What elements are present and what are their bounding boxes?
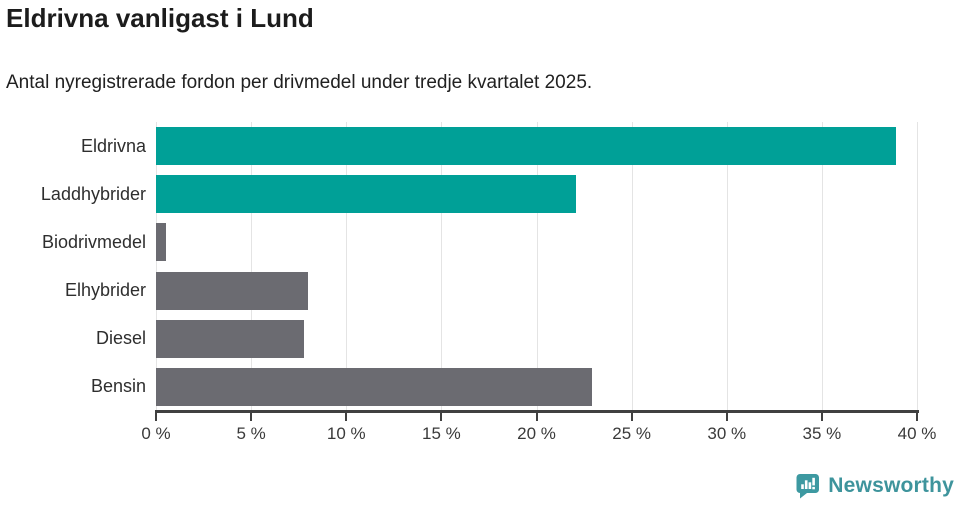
tick-mark	[440, 413, 443, 421]
gridline	[441, 122, 443, 411]
category-label: Biodrivmedel	[41, 231, 146, 252]
category-label: Diesel	[95, 328, 146, 349]
newsworthy-wordmark: Newsworthy	[828, 473, 954, 497]
chart-subtitle: Antal nyregistrerade fordon per drivmede…	[6, 72, 593, 93]
bar-row	[156, 363, 917, 411]
bar-row	[156, 267, 917, 315]
bar-elhybrider	[156, 271, 309, 310]
category-label: Elhybrider	[64, 280, 146, 301]
bar-bensin	[156, 367, 592, 406]
tick-label: 20 %	[517, 424, 556, 443]
tick-label: 5 %	[236, 424, 266, 443]
tick-mark	[155, 413, 157, 421]
bar-laddhybrider	[156, 175, 577, 214]
bar-row	[156, 122, 917, 170]
category-label: Eldrivna	[80, 135, 146, 156]
bar-biodrivmedel	[156, 223, 166, 262]
tick-mark	[250, 413, 253, 421]
gridline	[917, 122, 918, 411]
chart-title: Eldrivna vanligast i Lund	[6, 3, 314, 33]
gridline	[821, 122, 823, 411]
tick-mark	[535, 413, 538, 421]
gridline	[631, 122, 633, 411]
tick-mark	[725, 413, 728, 421]
category-labels: Eldrivna Laddhybrider Biodrivmedel Elhybrid…	[0, 122, 146, 411]
bar-eldrivna	[156, 127, 897, 166]
gridline	[156, 122, 157, 411]
tick-mark	[345, 413, 348, 421]
tick-mark	[630, 413, 633, 421]
speech-bubble-bar-chart-icon	[796, 474, 820, 499]
tick-label: 30 %	[707, 424, 747, 443]
category-label: Bensin	[90, 376, 146, 397]
gridline	[536, 122, 538, 411]
bar-row	[156, 170, 917, 218]
bar-row	[156, 315, 917, 363]
x-axis-ticks: 0 % 5 % 10 % 15 % 20 % 25 % 30 % 35 % 40 %	[141, 413, 936, 453]
x-axis-line	[155, 410, 919, 413]
newsworthy-logo: Newsworthy	[794, 472, 954, 499]
tick-label: 15 %	[422, 424, 461, 443]
plot-area	[156, 122, 918, 411]
gridline	[346, 122, 348, 411]
tick-mark	[916, 413, 918, 421]
category-label: Laddhybrider	[40, 183, 146, 204]
tick-label: 10 %	[326, 424, 366, 443]
bar-row	[156, 218, 917, 266]
bar-diesel	[156, 319, 305, 358]
bar-rows	[156, 122, 917, 411]
gridline	[251, 122, 253, 411]
tick-mark	[820, 413, 823, 421]
tick-label: 25 %	[612, 424, 651, 443]
gridline	[726, 122, 728, 411]
tick-label: 35 %	[802, 424, 842, 443]
tick-label: 0 %	[141, 424, 171, 443]
tick-label: 40 %	[897, 424, 937, 443]
